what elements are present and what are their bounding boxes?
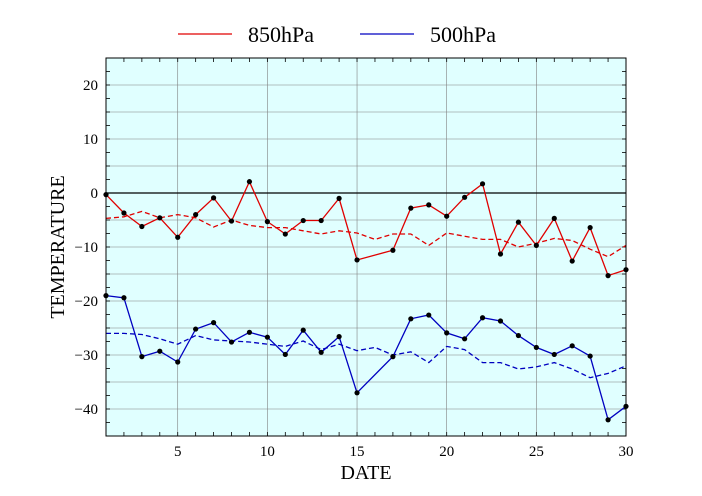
y-tick-label: 10 — [83, 132, 98, 148]
data-point — [408, 205, 414, 211]
y-tick-label: −10 — [75, 240, 98, 256]
tick-labels: 5 10 15 20 25 30 20 10 0 −10 −20 −30 −40 — [75, 78, 634, 460]
data-point — [479, 315, 486, 321]
data-point — [551, 351, 557, 358]
y-tick-label: 0 — [91, 186, 99, 202]
data-point — [300, 217, 306, 224]
data-point — [246, 179, 253, 185]
data-point — [318, 349, 324, 355]
series-line-1 — [105, 210, 627, 258]
data-point — [444, 213, 450, 219]
data-point — [551, 215, 557, 221]
data-point — [444, 330, 450, 336]
data-point — [605, 417, 611, 423]
data-point — [605, 273, 611, 279]
data-point — [390, 247, 396, 253]
data-point — [228, 339, 235, 345]
y-axis-label: TEMPERATURE — [47, 175, 69, 318]
data-point — [193, 212, 199, 218]
data-point — [264, 334, 270, 340]
data-point — [121, 210, 127, 216]
data-point — [354, 390, 360, 396]
data-point — [390, 354, 396, 360]
data-point — [282, 231, 288, 237]
x-tick-label: 25 — [529, 444, 544, 460]
x-tick-label: 10 — [260, 444, 275, 460]
data-point — [533, 344, 539, 351]
data-point — [533, 242, 539, 248]
data-point — [426, 202, 432, 208]
data-point — [569, 343, 575, 349]
data-point — [210, 195, 217, 201]
data-point — [210, 320, 217, 326]
data-point — [228, 218, 235, 224]
data-point — [408, 316, 414, 322]
x-tick-label: 20 — [439, 444, 454, 460]
y-tick-label: −40 — [75, 402, 98, 418]
x-tick-label: 15 — [350, 444, 365, 460]
data-point — [587, 353, 593, 359]
data-point — [139, 354, 145, 360]
y-tick-label: −30 — [75, 348, 98, 364]
data-point — [157, 348, 163, 354]
legend-label-500: 500hPa — [430, 22, 496, 47]
series-line-3 — [106, 332, 627, 379]
data-point — [157, 215, 163, 221]
data-point — [139, 223, 145, 230]
data-point — [246, 329, 253, 335]
series-markers — [103, 179, 629, 423]
data-point — [193, 326, 199, 332]
data-point — [497, 251, 504, 257]
data-point — [587, 224, 593, 231]
data-point — [300, 327, 306, 333]
data-point — [462, 336, 468, 342]
y-tick-label: 20 — [83, 78, 98, 94]
data-point — [426, 312, 432, 318]
data-point — [121, 295, 127, 301]
data-point — [515, 332, 522, 339]
legend-label-850: 850hPa — [248, 22, 314, 47]
legend: 850hPa 500hPa — [178, 22, 496, 47]
data-point — [497, 318, 504, 324]
data-point — [515, 219, 522, 225]
data-point — [569, 258, 575, 264]
data-point — [175, 234, 181, 240]
data-point — [264, 219, 270, 225]
data-point — [462, 194, 468, 200]
data-point — [354, 257, 360, 263]
x-tick-label: 5 — [174, 444, 182, 460]
x-axis-label: DATE — [340, 462, 391, 484]
plot-frame — [105, 57, 627, 437]
data-point — [175, 359, 181, 365]
data-point — [479, 181, 486, 187]
data-point — [336, 334, 342, 340]
data-point — [282, 351, 288, 358]
x-tick-label: 30 — [619, 444, 634, 460]
data-point — [336, 195, 342, 201]
data-point — [318, 217, 324, 224]
y-tick-label: −20 — [75, 294, 98, 310]
